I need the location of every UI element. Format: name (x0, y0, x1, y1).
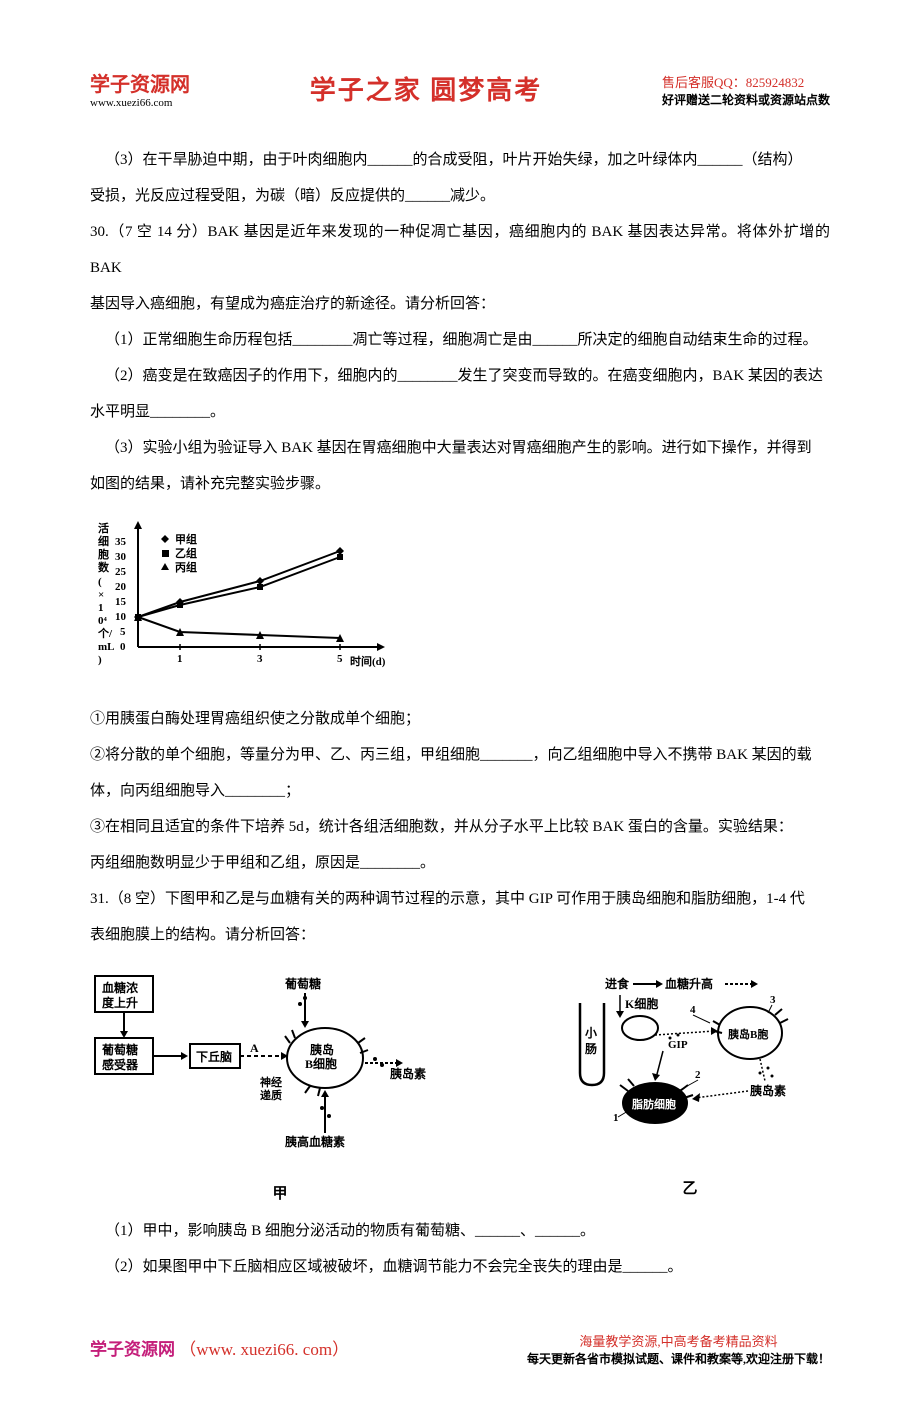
svg-text:葡萄糖: 葡萄糖 (284, 976, 321, 991)
svg-text:神经: 神经 (260, 1075, 282, 1089)
svg-text:胰岛素: 胰岛素 (390, 1066, 426, 1081)
svg-text:胰岛B胞: 胰岛B胞 (727, 1027, 768, 1041)
q30-step3b: 丙组细胞数明显少于甲组和乙组，原因是________。 (90, 845, 830, 881)
q30-3b: 如图的结果，请补充完整实验步骤。 (90, 466, 830, 502)
header-title: 学子之家 圆梦高考 (310, 60, 543, 122)
cell-count-chart: 活 细 胞 数 ( × 1 0⁴ 个/ mL ) 0 5 10 15 20 25… (90, 517, 830, 686)
q30-step3: ③在相同且适宜的条件下培养 5d，统计各组活细胞数，并从分子水平上比较 BAK … (90, 809, 830, 845)
svg-text:B细胞: B细胞 (305, 1056, 337, 1071)
footer-url: www. xuezi66. com (196, 1340, 332, 1359)
svg-text:3: 3 (770, 994, 776, 1006)
svg-text:度上升: 度上升 (102, 995, 138, 1010)
svg-text:丙组: 丙组 (175, 560, 197, 574)
para-3: （3）在干旱胁迫中期，由于叶肉细胞内______的合成受阻，叶片开始失绿，加之叶… (90, 142, 830, 178)
para-3b: 受损，光反应过程受阻，为碳（暗）反应提供的______减少。 (90, 178, 830, 214)
svg-text:血糖升高: 血糖升高 (665, 976, 713, 991)
svg-text:5: 5 (337, 653, 343, 665)
svg-text:): ) (98, 654, 102, 666)
q30-step2b: 体，向丙组细胞导入________； (90, 773, 830, 809)
svg-text:(: ( (98, 576, 102, 588)
svg-text:时间(d): 时间(d) (350, 654, 386, 668)
q30-2: （2）癌变是在致癌因子的作用下，细胞内的________发生了突变而导致的。在癌… (90, 358, 830, 394)
svg-text:胰高血糖素: 胰高血糖素 (285, 1134, 345, 1149)
footer-right: 海量教学资源,中高考备考精品资料 每天更新各省市模拟试题、课件和教案等,欢迎注册… (527, 1333, 830, 1368)
svg-text:细: 细 (98, 534, 109, 548)
svg-text:4: 4 (690, 1004, 696, 1016)
svg-text:甲组: 甲组 (175, 532, 197, 546)
diagrams-row: 血糖浓 度上升 葡萄糖 感受器 下丘脑 A 葡萄 (90, 968, 830, 1203)
diagram-yi: 进食 血糖升高 小 肠 K细胞 4 GIP (550, 973, 830, 1198)
svg-text:1: 1 (98, 602, 104, 614)
svg-text:数: 数 (98, 560, 110, 574)
logo-name: 学子资源网 (90, 73, 190, 97)
logo-url: www.xuezi66.com (90, 97, 190, 110)
svg-text:2: 2 (695, 1069, 701, 1081)
svg-text:个/: 个/ (97, 626, 113, 640)
q30-header: 30.（7 空 14 分）BAK 基因是近年来发现的一种促凋亡基因，癌细胞内的 … (90, 214, 830, 286)
q30-3: （3）实验小组为验证导入 BAK 基因在胃癌细胞中大量表达对胃癌细胞产生的影响。… (90, 430, 830, 466)
q30-step1: ①用胰蛋白酶处理胃癌组织使之分散成单个细胞； (90, 701, 830, 737)
svg-text:递质: 递质 (260, 1088, 282, 1102)
header-logo: 学子资源网 www.xuezi66.com (90, 73, 190, 110)
q30-2b: 水平明显________。 (90, 394, 830, 430)
q31-header: 31.（8 空）下图甲和乙是与血糖有关的两种调节过程的示意，其中 GIP 可作用… (90, 881, 830, 917)
q31-1: （1）甲中，影响胰岛 B 细胞分泌活动的物质有葡萄糖、______、______… (90, 1213, 830, 1249)
q30-header-b: 基因导入癌细胞，有望成为癌症治疗的新途径。请分析回答： (90, 286, 830, 322)
footer-left: 学子资源网 （www. xuezi66. com） (90, 1330, 349, 1371)
footer-url-open: （ (179, 1340, 196, 1359)
svg-text:30: 30 (115, 551, 127, 563)
svg-text:A: A (250, 1041, 259, 1055)
svg-text:肠: 肠 (585, 1041, 597, 1056)
q31-header-b: 表细胞膜上的结构。请分析回答： (90, 917, 830, 953)
header-info: 售后客服QQ：825924832 好评赠送二轮资料或资源站点数 (662, 74, 830, 109)
diagram-jia: 血糖浓 度上升 葡萄糖 感受器 下丘脑 A 葡萄 (90, 968, 470, 1203)
promo-text: 好评赠送二轮资料或资源站点数 (662, 92, 830, 109)
svg-text:胞: 胞 (98, 547, 109, 561)
qq-label: 售后客服QQ：825924832 (662, 74, 804, 92)
svg-text:乙组: 乙组 (175, 546, 197, 560)
svg-text:×: × (98, 589, 104, 601)
page-footer: 学子资源网 （www. xuezi66. com） 海量教学资源,中高考备考精品… (90, 1315, 830, 1371)
svg-text:35: 35 (115, 536, 127, 548)
svg-text:进食: 进食 (605, 976, 630, 991)
document-content: （3）在干旱胁迫中期，由于叶肉细胞内______的合成受阻，叶片开始失绿，加之叶… (90, 142, 830, 502)
q31-2: （2）如果图甲中下丘脑相应区域被破坏，血糖调节能力不会完全丧失的理由是_____… (90, 1249, 830, 1285)
document-content-2: ①用胰蛋白酶处理胃癌组织使之分散成单个细胞； ②将分散的单个细胞，等量分为甲、乙… (90, 701, 830, 953)
chart-svg: 活 细 胞 数 ( × 1 0⁴ 个/ mL ) 0 5 10 15 20 25… (90, 517, 410, 672)
svg-text:1: 1 (613, 1112, 619, 1124)
document-content-3: （1）甲中，影响胰岛 B 细胞分泌活动的物质有葡萄糖、______、______… (90, 1213, 830, 1285)
svg-text:1: 1 (177, 653, 183, 665)
svg-text:葡萄糖: 葡萄糖 (101, 1042, 138, 1057)
svg-text:15: 15 (115, 596, 127, 608)
footer-logo: 学子资源网 (90, 1340, 175, 1359)
q30-1: （1）正常细胞生命历程包括________凋亡等过程，细胞凋亡是由______所… (90, 322, 830, 358)
svg-text:小: 小 (585, 1025, 597, 1040)
svg-text:胰岛素: 胰岛素 (750, 1083, 786, 1098)
caption-yi: 乙 (550, 1180, 830, 1198)
svg-text:感受器: 感受器 (102, 1057, 139, 1072)
svg-text:0⁴: 0⁴ (98, 615, 108, 627)
footer-line2: 每天更新各省市模拟试题、课件和教案等,欢迎注册下载！ (527, 1351, 830, 1368)
svg-text:5: 5 (120, 626, 126, 638)
svg-text:20: 20 (115, 581, 127, 593)
svg-text:0: 0 (120, 641, 126, 653)
page-header: 学子资源网 www.xuezi66.com 学子之家 圆梦高考 售后客服QQ：8… (90, 60, 830, 122)
svg-text:K细胞: K细胞 (625, 996, 658, 1011)
svg-text:GIP: GIP (668, 1039, 688, 1051)
svg-text:mL: mL (98, 641, 115, 653)
svg-text:下丘脑: 下丘脑 (196, 1049, 232, 1064)
q30-step2: ②将分散的单个细胞，等量分为甲、乙、丙三组，甲组细胞_______，向乙组细胞中… (90, 737, 830, 773)
svg-text:25: 25 (115, 566, 127, 578)
footer-line1: 海量教学资源,中高考备考精品资料 (579, 1333, 777, 1351)
svg-text:血糖浓: 血糖浓 (102, 980, 139, 995)
svg-text:活: 活 (98, 521, 109, 535)
svg-text:3: 3 (257, 653, 263, 665)
footer-url-close: ） (332, 1340, 349, 1359)
svg-text:10: 10 (115, 611, 127, 623)
svg-text:脂肪细胞: 脂肪细胞 (631, 1097, 676, 1111)
svg-text:胰岛: 胰岛 (310, 1042, 334, 1057)
caption-jia: 甲 (90, 1185, 470, 1203)
